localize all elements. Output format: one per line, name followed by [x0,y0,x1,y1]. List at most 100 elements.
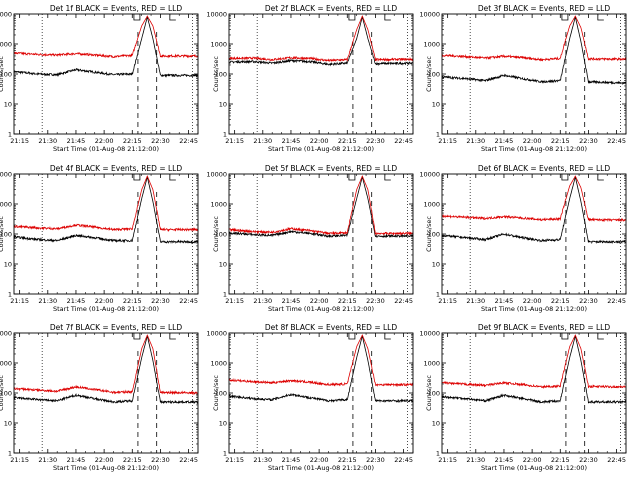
x-tick-label: 22:45 [394,456,413,464]
top-bracket-marker [348,14,356,21]
top-bracket-marker [384,14,391,21]
plot-frame [441,332,627,454]
y-tick-label: 1000 [423,360,440,368]
top-bracket-marker [348,174,356,181]
series-line-events [228,335,413,403]
x-tick-label: 21:30 [253,456,272,464]
y-axis-label: Counts/sec [212,56,220,92]
y-tick-label: 10 [432,261,440,269]
top-bracket-marker [597,14,604,21]
chart-panel-3: Det 3f BLACK = Events, RED = LLD Counts/s… [419,4,627,153]
y-tick-label: 1 [223,131,227,139]
y-tick-label: 100 [0,390,12,398]
x-tick-label: 22:15 [123,137,142,145]
x-tick-label: 22:30 [151,137,170,145]
y-axis-label: Counts/sec [425,56,433,92]
x-tick-label: 22:00 [95,297,114,305]
y-tick-label: 1000 [210,201,227,209]
y-tick-label: 1 [223,291,227,299]
chart-panel-2: Det 2f BLACK = Events, RED = LLD Counts/s… [206,4,414,153]
x-axis-label: Start Time (01-Aug-08 21:12:00) [481,305,587,313]
y-tick-label: 1 [223,450,227,458]
x-tick-label: 21:15 [10,137,29,145]
x-tick-label: 22:45 [607,137,626,145]
y-tick-label: 10000 [206,11,227,19]
top-bracket-marker [597,333,604,340]
y-tick-label: 10000 [419,330,440,338]
chart-title: Det 6f BLACK = Events, RED = LLD [478,164,611,173]
x-tick-label: 22:15 [551,137,570,145]
chart-panel-6: Det 6f BLACK = Events, RED = LLD Counts/s… [419,164,627,313]
series-line-lld [228,334,413,387]
y-axis-label: Counts/sec [0,216,5,252]
plot-frame [228,13,414,135]
chart-panel-9: Det 9f BLACK = Events, RED = LLD Counts/s… [419,323,627,472]
x-axis-label: Start Time (01-Aug-08 21:12:00) [268,464,374,472]
chart-panel-7: Det 7f BLACK = Events, RED = LLD Counts/s… [0,323,199,472]
x-tick-label: 21:15 [10,297,29,305]
y-tick-label: 100 [428,390,440,398]
series-line-events [441,16,626,86]
top-bracket-marker [169,14,176,21]
y-tick-label: 1000 [423,41,440,49]
y-tick-label: 1000 [0,201,12,209]
top-bracket-marker [384,174,391,181]
top-bracket-marker [348,333,356,340]
x-tick-label: 21:15 [225,456,244,464]
x-tick-label: 22:45 [394,137,413,145]
x-tick-label: 21:30 [466,137,485,145]
plot-frame [228,173,414,295]
top-bracket-marker [561,174,569,181]
x-tick-label: 22:00 [95,456,114,464]
x-tick-label: 22:15 [338,456,357,464]
x-axis-label: Start Time (01-Aug-08 21:12:00) [53,145,159,153]
x-tick-label: 21:30 [253,297,272,305]
x-tick-label: 21:15 [438,137,457,145]
top-bracket-marker [561,14,569,21]
x-tick-label: 22:00 [95,137,114,145]
x-tick-label: 21:45 [282,137,301,145]
x-tick-label: 21:30 [253,137,272,145]
y-tick-label: 10000 [0,330,12,338]
x-tick-label: 21:45 [495,137,514,145]
y-tick-label: 10 [432,101,440,109]
x-tick-label: 21:45 [495,297,514,305]
y-tick-label: 10 [219,261,227,269]
x-tick-label: 21:15 [225,297,244,305]
y-tick-label: 10 [4,420,12,428]
plot-frame [441,173,627,295]
x-tick-label: 21:45 [495,456,514,464]
x-tick-label: 21:15 [438,297,457,305]
chart-title: Det 9f BLACK = Events, RED = LLD [478,323,611,332]
y-tick-label: 1000 [0,360,12,368]
series-line-lld [13,175,198,232]
top-bracket-marker [133,14,141,21]
x-tick-label: 21:30 [466,297,485,305]
top-bracket-marker [133,174,141,181]
x-tick-label: 22:00 [523,297,542,305]
y-tick-label: 100 [215,390,227,398]
y-tick-label: 1 [8,291,12,299]
top-bracket-marker [169,333,176,340]
x-tick-label: 22:15 [551,297,570,305]
y-axis-label: Counts/sec [0,56,5,92]
y-tick-label: 100 [215,231,227,239]
y-tick-label: 100 [215,71,227,79]
series-line-events [13,335,198,405]
chart-title: Det 5f BLACK = Events, RED = LLD [265,164,398,173]
y-tick-label: 10 [4,101,12,109]
x-tick-label: 22:15 [123,456,142,464]
y-tick-label: 1000 [423,201,440,209]
x-tick-label: 21:45 [67,137,86,145]
x-tick-label: 21:45 [282,297,301,305]
chart-title: Det 7f BLACK = Events, RED = LLD [50,323,183,332]
x-axis-label: Start Time (01-Aug-08 21:12:00) [481,464,587,472]
x-axis-label: Start Time (01-Aug-08 21:12:00) [481,145,587,153]
y-tick-label: 1 [436,450,440,458]
series-line-events [13,15,198,78]
plot-frame [441,13,627,135]
x-tick-label: 22:00 [310,297,329,305]
x-tick-label: 22:30 [579,137,598,145]
y-tick-label: 1000 [210,360,227,368]
plot-frame [13,332,199,454]
